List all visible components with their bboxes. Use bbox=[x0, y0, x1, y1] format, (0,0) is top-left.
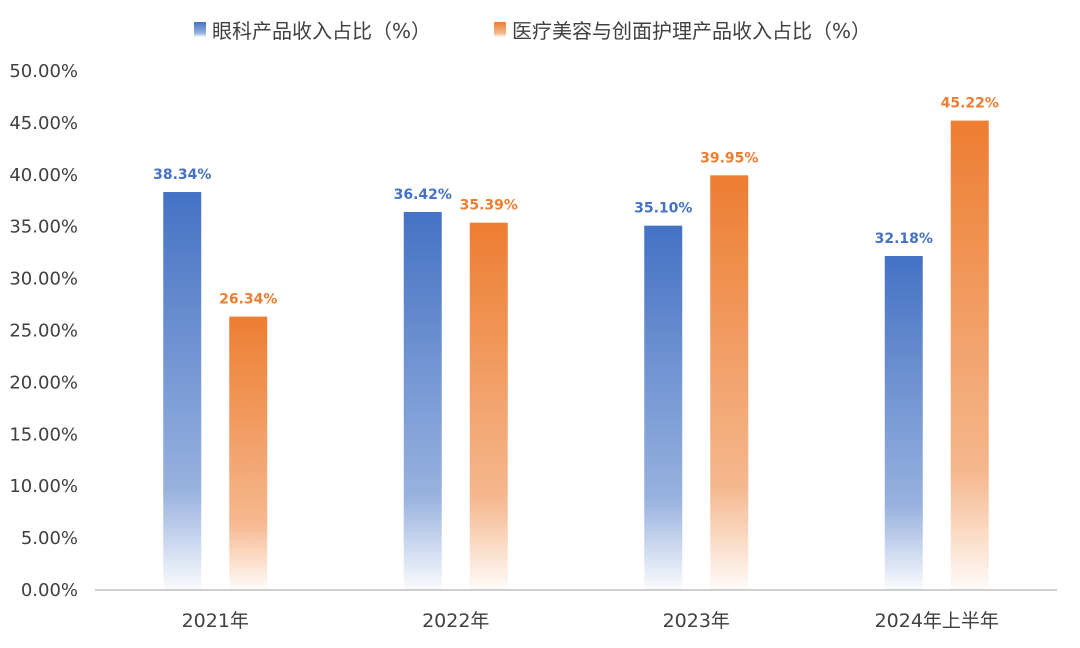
bar-series-1 bbox=[644, 225, 683, 591]
bar-series-1 bbox=[884, 255, 923, 590]
bar-series-2 bbox=[950, 120, 989, 591]
y-tick-label: 10.00% bbox=[9, 476, 78, 497]
x-axis: 2021年 2022年 2023年 2024年上半年 bbox=[182, 610, 999, 632]
legend: 眼科产品收入占比（%） 医疗美容与创面护理产品收入占比（%） bbox=[194, 19, 871, 43]
data-label-series-2: 45.22% bbox=[941, 96, 999, 112]
y-tick-label: 25.00% bbox=[9, 321, 78, 342]
data-label-series-2: 35.39% bbox=[460, 198, 518, 214]
x-tick-label: 2021年 bbox=[182, 610, 249, 632]
data-label-series-1: 36.42% bbox=[394, 187, 452, 203]
x-tick-label: 2024年上半年 bbox=[875, 610, 999, 632]
y-tick-label: 15.00% bbox=[9, 424, 78, 445]
data-label-series-2: 26.34% bbox=[219, 292, 277, 308]
y-tick-label: 50.00% bbox=[9, 61, 78, 82]
data-label-series-1: 38.34% bbox=[153, 167, 211, 183]
legend-label-series-1: 眼科产品收入占比（%） bbox=[212, 19, 431, 43]
bar-series-2 bbox=[710, 175, 749, 590]
data-label-series-2: 39.95% bbox=[700, 150, 758, 166]
legend-swatch-series-1 bbox=[194, 22, 206, 37]
legend-swatch-series-2 bbox=[494, 22, 506, 37]
y-tick-label: 45.00% bbox=[9, 113, 78, 134]
bar-series-2 bbox=[469, 222, 508, 590]
y-tick-label: 20.00% bbox=[9, 372, 78, 393]
y-tick-label: 5.00% bbox=[21, 528, 78, 549]
bar-series-1 bbox=[163, 192, 202, 590]
x-tick-label: 2022年 bbox=[422, 610, 489, 632]
y-axis: 0.00% 5.00% 10.00% 15.00% 20.00% 25.00% 30.00%… bbox=[9, 61, 78, 601]
y-tick-label: 40.00% bbox=[9, 165, 78, 186]
data-label-series-1: 35.10% bbox=[634, 201, 692, 217]
y-tick-label: 35.00% bbox=[9, 217, 78, 238]
bars: 38.34% 26.34% 36.42% 35.39% 35.10% 39.95% 32.1… bbox=[153, 96, 999, 591]
x-tick-label: 2023年 bbox=[663, 610, 730, 632]
bar-series-1 bbox=[403, 211, 442, 591]
legend-label-series-2: 医疗美容与创面护理产品收入占比（%） bbox=[512, 19, 871, 43]
data-label-series-1: 32.18% bbox=[875, 231, 933, 247]
bar-series-2 bbox=[229, 316, 268, 590]
y-tick-label: 30.00% bbox=[9, 269, 78, 290]
y-tick-label: 0.00% bbox=[21, 580, 78, 601]
